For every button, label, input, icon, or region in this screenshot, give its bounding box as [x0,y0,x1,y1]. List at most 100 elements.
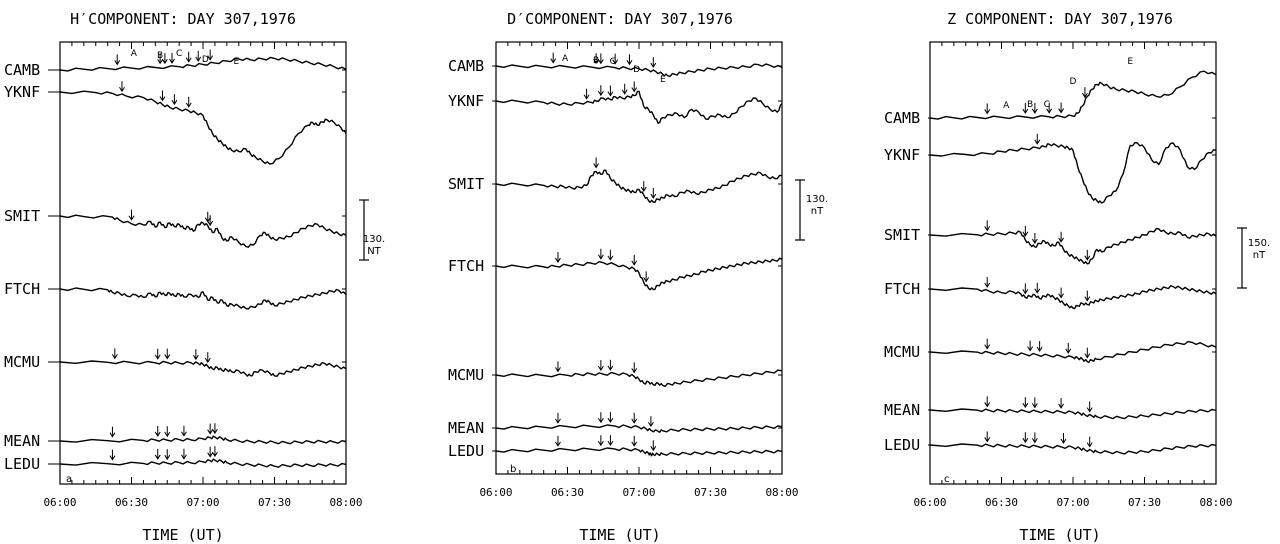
scale-bar-unit: nT [811,206,824,217]
panel-h-component: H′COMPONENT: DAY 307,1976 TIME (UT) 130.… [4,10,385,544]
x-tick-label: 06:00 [913,496,946,509]
series-line-ledu [59,458,347,468]
event-label: D [1070,77,1077,87]
event-label: E [234,57,240,67]
panel-d-component: D′COMPONENT: DAY 307,1976 TIME (UT) 130.… [448,10,828,544]
event-arrow-head [1084,255,1091,261]
event-arrow-head [626,60,633,66]
event-label: B [1027,100,1033,110]
event-arrow-head [593,163,600,169]
panel-label: c [944,474,950,485]
station-label-mean: MEAN [448,419,484,437]
event-arrow-head [164,454,171,461]
event-arrow-head [597,417,604,424]
event-arrow-head [211,428,218,435]
station-label-ledu: LEDU [4,455,40,473]
event-arrow-head [128,215,135,221]
plot-frame [59,41,347,485]
event-arrow-head [1031,438,1038,444]
station-label-ftch: FTCH [4,280,40,298]
series-line-mean [929,408,1217,420]
event-arrow-head [169,58,175,64]
station-label-smit: SMIT [4,207,40,225]
event-arrow-head [1034,288,1041,294]
event-arrow-head [597,440,604,447]
series-line-ftch [59,287,347,310]
event-arrow-head [185,102,192,108]
event-arrow-head [1086,407,1093,413]
scale-bar-value: 130. [806,194,828,205]
event-arrow-head [650,62,657,69]
event-arrow-head [650,446,657,452]
event-label: C [1044,100,1050,110]
event-arrow-head [607,440,614,447]
station-label-smit: SMIT [884,226,920,244]
series-line-mcmu [59,360,347,377]
event-arrow-head [1022,108,1029,114]
event-arrow-head [984,109,991,115]
event-arrow-head [154,354,161,360]
event-arrow-head [607,91,614,97]
x-tick-label: 07:00 [622,486,655,499]
event-label: A [131,49,138,59]
event-arrow-head [1031,108,1038,114]
series-line-ledu [495,447,783,457]
x-axis-label: TIME (UT) [142,526,223,544]
event-arrow-head [1022,437,1029,444]
station-label-mcmu: MCMU [884,343,920,361]
event-arrow-head [1022,231,1029,237]
series-line-camb [929,70,1217,120]
x-tick-label: 07:30 [694,486,727,499]
series-line-ftch [929,285,1217,310]
event-label: D [202,55,209,65]
station-label-mean: MEAN [4,432,40,450]
event-arrow-head [207,429,214,435]
event-arrow-head [157,59,164,65]
series-line-mean [59,435,347,445]
series-line-ledu [929,443,1217,455]
event-label: A [562,54,569,64]
event-arrow-head [621,89,628,95]
chart-title: H′COMPONENT: DAY 307,1976 [70,10,296,28]
series-line-camb [59,56,347,72]
event-arrow-head [161,58,168,65]
series-line-mcmu [929,340,1217,364]
event-arrow-head [154,431,161,437]
event-arrow-head [171,99,178,106]
event-arrow-head [1036,346,1043,352]
event-arrow-head [211,451,218,458]
x-tick-label: 08:00 [1199,496,1232,509]
event-arrow-head [631,87,638,93]
x-tick-label: 07:00 [186,496,219,509]
event-arrow-head [1086,442,1093,448]
event-arrow-head [185,57,192,63]
event-arrow-head [114,60,121,66]
event-arrow-head [1027,346,1034,352]
event-arrow-head [159,96,166,102]
event-arrow-head [109,432,116,438]
series-line-camb [495,63,783,78]
event-arrow-head [597,365,604,372]
series-line-yknf [59,90,347,165]
event-arrow-head [1058,237,1065,243]
plot-frame [929,41,1217,485]
event-arrow-head [1031,403,1038,409]
station-label-yknf: YKNF [884,146,920,164]
event-arrow-head [555,257,561,263]
scale-bar-unit: nT [1253,250,1266,261]
event-arrow-head [111,354,118,360]
station-label-yknf: YKNF [4,83,40,101]
event-arrow-head [647,421,654,428]
event-arrow-head [207,55,214,61]
event-arrow-head [555,367,561,373]
panel-label: b [510,464,516,475]
event-arrow-head [181,431,187,437]
event-arrow-head [984,437,991,443]
panel-z-component: Z COMPONENT: DAY 307,1976 TIME (UT) 150.… [884,10,1270,544]
event-arrow-head [640,186,647,193]
event-arrow-head [1058,293,1065,299]
x-tick-label: 07:30 [258,496,291,509]
station-label-mcmu: MCMU [448,366,484,384]
station-label-smit: SMIT [448,175,484,193]
